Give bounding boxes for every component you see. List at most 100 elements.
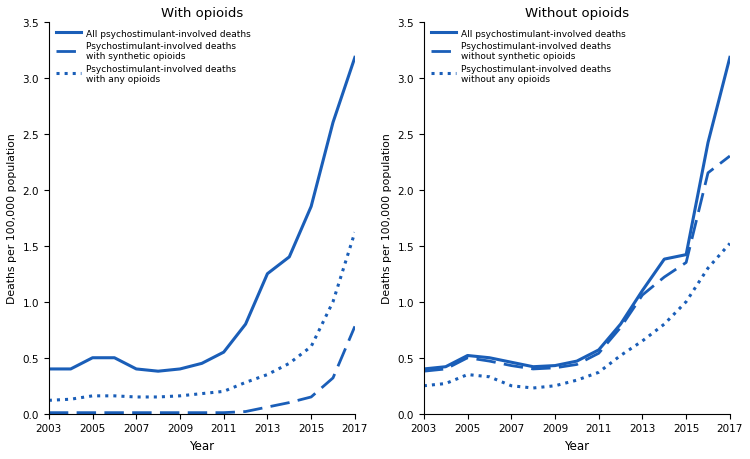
- Psychostimulant-involved deaths
with synthetic opioids: [219, 410, 228, 415]
- Legend: All psychostimulant-involved deaths, Psychostimulant-involved deaths
without syn: All psychostimulant-involved deaths, Psy…: [428, 27, 628, 86]
- Psychostimulant-involved deaths
with synthetic opioids: [154, 410, 163, 415]
- Psychostimulant-involved deaths
without any opioids: [660, 322, 669, 327]
- Psychostimulant-involved deaths
without any opioids: [616, 353, 625, 358]
- Line: Psychostimulant-involved deaths
with synthetic opioids: Psychostimulant-involved deaths with syn…: [49, 327, 355, 413]
- Psychostimulant-involved deaths
with any opioids: [132, 394, 141, 400]
- Psychostimulant-involved deaths
with synthetic opioids: [44, 410, 53, 415]
- All psychostimulant-involved deaths: [572, 358, 581, 364]
- All psychostimulant-involved deaths: [176, 366, 184, 372]
- Psychostimulant-involved deaths
without synthetic opioids: [725, 154, 734, 159]
- All psychostimulant-involved deaths: [66, 366, 75, 372]
- Line: All psychostimulant-involved deaths: All psychostimulant-involved deaths: [49, 58, 355, 371]
- Psychostimulant-involved deaths
with synthetic opioids: [285, 400, 294, 405]
- Psychostimulant-involved deaths
without synthetic opioids: [616, 325, 625, 330]
- Psychostimulant-involved deaths
with synthetic opioids: [263, 404, 272, 410]
- All psychostimulant-involved deaths: [219, 350, 228, 355]
- All psychostimulant-involved deaths: [529, 364, 538, 369]
- Psychostimulant-involved deaths
without synthetic opioids: [529, 366, 538, 372]
- Psychostimulant-involved deaths
without synthetic opioids: [594, 351, 603, 356]
- Psychostimulant-involved deaths
without synthetic opioids: [441, 366, 450, 372]
- Psychostimulant-involved deaths
with synthetic opioids: [132, 410, 141, 415]
- Psychostimulant-involved deaths
without any opioids: [419, 383, 428, 389]
- Psychostimulant-involved deaths
with any opioids: [241, 380, 250, 385]
- Psychostimulant-involved deaths
without synthetic opioids: [550, 365, 560, 371]
- Psychostimulant-involved deaths
with synthetic opioids: [66, 410, 75, 415]
- Psychostimulant-involved deaths
with synthetic opioids: [307, 394, 316, 400]
- Psychostimulant-involved deaths
without any opioids: [463, 372, 472, 377]
- All psychostimulant-involved deaths: [725, 56, 734, 61]
- Title: Without opioids: Without opioids: [525, 7, 629, 20]
- Psychostimulant-involved deaths
without synthetic opioids: [463, 355, 472, 361]
- Psychostimulant-involved deaths
with any opioids: [66, 397, 75, 402]
- All psychostimulant-involved deaths: [550, 363, 560, 369]
- Psychostimulant-involved deaths
with any opioids: [88, 393, 97, 399]
- All psychostimulant-involved deaths: [463, 353, 472, 358]
- Line: All psychostimulant-involved deaths: All psychostimulant-involved deaths: [424, 58, 730, 369]
- All psychostimulant-involved deaths: [616, 322, 625, 327]
- Psychostimulant-involved deaths
without any opioids: [550, 383, 560, 389]
- Psychostimulant-involved deaths
with any opioids: [285, 361, 294, 366]
- All psychostimulant-involved deaths: [285, 255, 294, 260]
- Psychostimulant-involved deaths
without any opioids: [725, 241, 734, 246]
- Psychostimulant-involved deaths
with synthetic opioids: [110, 410, 119, 415]
- Psychostimulant-involved deaths
with any opioids: [154, 394, 163, 400]
- All psychostimulant-involved deaths: [307, 204, 316, 210]
- All psychostimulant-involved deaths: [132, 366, 141, 372]
- Psychostimulant-involved deaths
with any opioids: [110, 393, 119, 399]
- Psychostimulant-involved deaths
without synthetic opioids: [704, 171, 712, 176]
- Psychostimulant-involved deaths
without synthetic opioids: [638, 292, 647, 298]
- Psychostimulant-involved deaths
without synthetic opioids: [660, 274, 669, 280]
- Psychostimulant-involved deaths
with synthetic opioids: [176, 410, 184, 415]
- Psychostimulant-involved deaths
with any opioids: [263, 372, 272, 377]
- All psychostimulant-involved deaths: [507, 360, 516, 365]
- Line: Psychostimulant-involved deaths
without synthetic opioids: Psychostimulant-involved deaths without …: [424, 157, 730, 371]
- Y-axis label: Deaths per 100,000 population: Deaths per 100,000 population: [382, 133, 392, 303]
- Psychostimulant-involved deaths
without synthetic opioids: [572, 362, 581, 367]
- Psychostimulant-involved deaths
with synthetic opioids: [328, 375, 338, 381]
- Psychostimulant-involved deaths
without synthetic opioids: [419, 369, 428, 374]
- Line: Psychostimulant-involved deaths
with any opioids: Psychostimulant-involved deaths with any…: [49, 233, 355, 400]
- Psychostimulant-involved deaths
with synthetic opioids: [241, 409, 250, 414]
- Psychostimulant-involved deaths
with any opioids: [44, 397, 53, 403]
- All psychostimulant-involved deaths: [441, 364, 450, 369]
- Psychostimulant-involved deaths
without synthetic opioids: [682, 260, 691, 266]
- Psychostimulant-involved deaths
with any opioids: [307, 344, 316, 350]
- Psychostimulant-involved deaths
with any opioids: [176, 393, 184, 399]
- All psychostimulant-involved deaths: [44, 366, 53, 372]
- Psychostimulant-involved deaths
with synthetic opioids: [350, 324, 359, 330]
- Title: With opioids: With opioids: [160, 7, 243, 20]
- Psychostimulant-involved deaths
without synthetic opioids: [507, 363, 516, 369]
- Psychostimulant-involved deaths
with synthetic opioids: [88, 410, 97, 415]
- All psychostimulant-involved deaths: [485, 355, 494, 361]
- All psychostimulant-involved deaths: [419, 366, 428, 372]
- Y-axis label: Deaths per 100,000 population: Deaths per 100,000 population: [7, 133, 17, 303]
- Psychostimulant-involved deaths
without any opioids: [704, 266, 712, 271]
- Psychostimulant-involved deaths
with synthetic opioids: [197, 410, 206, 415]
- Legend: All psychostimulant-involved deaths, Psychostimulant-involved deaths
with synthe: All psychostimulant-involved deaths, Psy…: [53, 27, 254, 86]
- Psychostimulant-involved deaths
with any opioids: [328, 299, 338, 305]
- Psychostimulant-involved deaths
without any opioids: [638, 338, 647, 344]
- Psychostimulant-involved deaths
without any opioids: [682, 299, 691, 305]
- Psychostimulant-involved deaths
with any opioids: [350, 230, 359, 235]
- All psychostimulant-involved deaths: [110, 355, 119, 361]
- All psychostimulant-involved deaths: [197, 361, 206, 366]
- All psychostimulant-involved deaths: [328, 120, 338, 126]
- Psychostimulant-involved deaths
without any opioids: [507, 383, 516, 389]
- All psychostimulant-involved deaths: [88, 355, 97, 361]
- All psychostimulant-involved deaths: [660, 257, 669, 262]
- Psychostimulant-involved deaths
with any opioids: [197, 391, 206, 397]
- Psychostimulant-involved deaths
without any opioids: [572, 378, 581, 383]
- Psychostimulant-involved deaths
without any opioids: [485, 374, 494, 380]
- All psychostimulant-involved deaths: [350, 56, 359, 61]
- Psychostimulant-involved deaths
without any opioids: [529, 386, 538, 391]
- All psychostimulant-involved deaths: [594, 347, 603, 353]
- All psychostimulant-involved deaths: [704, 140, 712, 146]
- X-axis label: Year: Year: [189, 439, 214, 452]
- Psychostimulant-involved deaths
without any opioids: [594, 370, 603, 375]
- Psychostimulant-involved deaths
without any opioids: [441, 381, 450, 386]
- Psychostimulant-involved deaths
with any opioids: [219, 389, 228, 394]
- All psychostimulant-involved deaths: [241, 322, 250, 327]
- All psychostimulant-involved deaths: [263, 271, 272, 277]
- All psychostimulant-involved deaths: [682, 252, 691, 258]
- Line: Psychostimulant-involved deaths
without any opioids: Psychostimulant-involved deaths without …: [424, 244, 730, 388]
